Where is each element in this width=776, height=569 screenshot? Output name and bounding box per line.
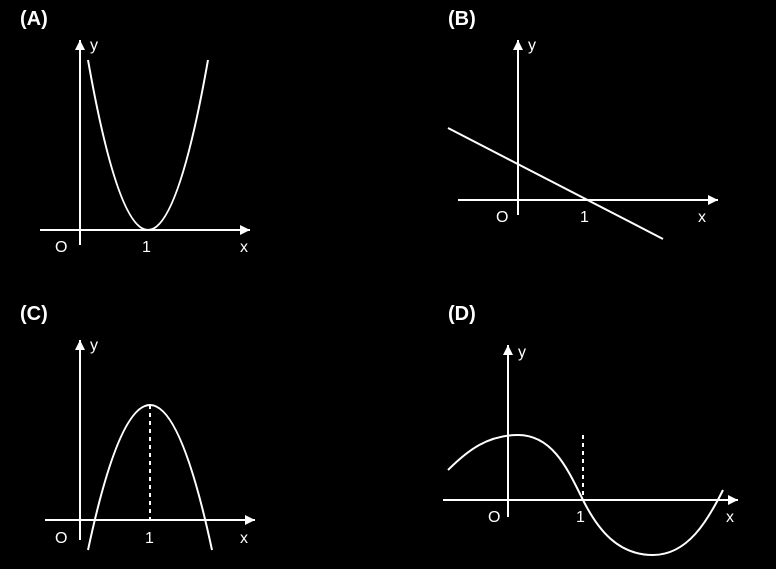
y-axis-label: y (90, 337, 98, 354)
y-axis-arrow-icon (75, 40, 85, 50)
x-axis-arrow-icon (245, 515, 255, 525)
panel-c: (C) y x O 1 (0, 285, 388, 569)
x-axis-arrow-icon (240, 225, 250, 235)
panel-a-label: (A) (20, 8, 48, 31)
x-tick-1: 1 (142, 239, 151, 256)
y-axis-label: y (90, 37, 98, 54)
origin-label: O (488, 509, 500, 526)
panel-a-svg: y x O 1 (0, 0, 388, 284)
x-tick-1: 1 (580, 209, 589, 226)
panel-a: (A) y x O 1 (0, 0, 388, 285)
x-tick-1: 1 (145, 530, 154, 547)
y-axis-arrow-icon (75, 340, 85, 350)
y-axis-label: y (518, 344, 526, 361)
panel-c-label: (C) (20, 303, 48, 326)
x-axis-arrow-icon (728, 495, 738, 505)
panel-grid: (A) y x O 1 (B) y (0, 0, 776, 569)
curve-parabola-up (88, 60, 208, 230)
origin-label: O (55, 530, 67, 547)
curve-line (448, 128, 663, 239)
panel-d-svg: y x O 1 (388, 285, 776, 569)
x-axis-label: x (726, 509, 734, 526)
panel-d: (D) y x O 1 (388, 285, 776, 569)
y-axis-arrow-icon (513, 40, 523, 50)
panel-c-svg: y x O 1 (0, 285, 388, 569)
y-axis-arrow-icon (503, 345, 513, 355)
x-axis-label: x (698, 209, 706, 226)
panel-b-svg: y x O 1 (388, 0, 776, 284)
panel-d-label: (D) (448, 303, 476, 326)
x-axis-label: x (240, 239, 248, 256)
origin-label: O (496, 209, 508, 226)
curve-sine (448, 435, 723, 555)
y-axis-label: y (528, 37, 536, 54)
origin-label: O (55, 239, 67, 256)
x-axis-label: x (240, 530, 248, 547)
x-tick-1: 1 (576, 509, 585, 526)
panel-b: (B) y x O 1 (388, 0, 776, 285)
x-axis-arrow-icon (708, 195, 718, 205)
panel-b-label: (B) (448, 8, 476, 31)
